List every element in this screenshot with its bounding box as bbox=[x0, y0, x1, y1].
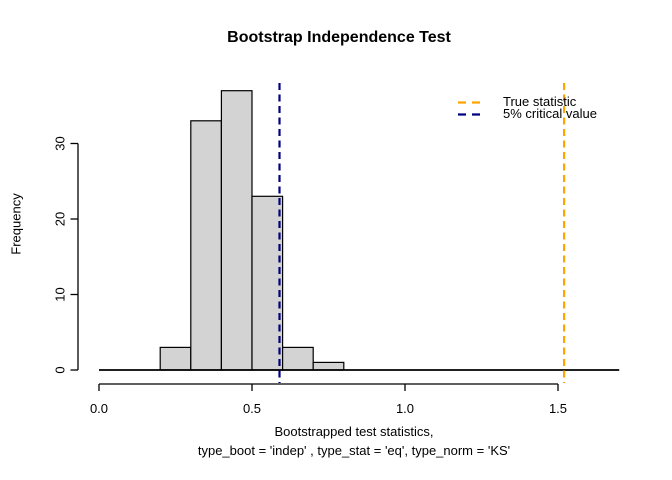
chart-title: Bootstrap Independence Test bbox=[227, 29, 451, 46]
histogram-bar bbox=[251, 195, 284, 371]
y-tick-label: 20 bbox=[53, 212, 68, 226]
histogram-bar bbox=[159, 346, 192, 371]
y-tick-label: 0 bbox=[53, 366, 68, 373]
histogram-bar bbox=[190, 120, 223, 371]
navy-dashed-line-icon bbox=[458, 112, 486, 116]
legend-item-critical-value: 5% critical value bbox=[457, 106, 597, 121]
histogram-bar bbox=[282, 346, 314, 371]
x-axis-label-line1: Bootstrapped test statistics, bbox=[274, 424, 434, 439]
x-tick-label: 1.0 bbox=[396, 401, 414, 416]
x-tick-label: 1.5 bbox=[549, 401, 567, 416]
y-tick-label: 10 bbox=[53, 287, 68, 301]
y-axis-label: Frequency bbox=[8, 193, 24, 255]
orange-dashed-line-icon bbox=[458, 100, 486, 104]
legend-label-true-statistic: True statistic bbox=[503, 94, 577, 109]
x-axis-label-line2: type_boot = 'indep' , type_stat = 'eq', … bbox=[197, 443, 511, 458]
legend: True statistic 5% critical value bbox=[457, 94, 597, 121]
histogram-bar bbox=[220, 90, 253, 371]
y-tick-label: 30 bbox=[53, 136, 68, 150]
x-tick-label: 0.5 bbox=[243, 401, 261, 416]
legend-item-true-statistic: True statistic bbox=[457, 94, 597, 109]
legend-label-critical-value: 5% critical value bbox=[503, 106, 597, 121]
histogram-bar bbox=[312, 361, 345, 371]
x-tick-label: 0.0 bbox=[90, 401, 108, 416]
